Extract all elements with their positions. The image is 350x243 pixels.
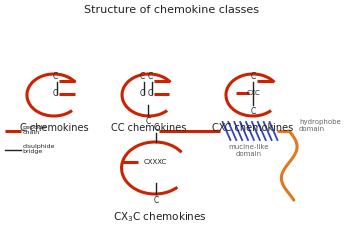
Text: C: C: [147, 72, 153, 81]
Text: C: C: [153, 196, 159, 205]
Text: C: C: [140, 89, 145, 98]
Text: CX$_3$C chemokines: CX$_3$C chemokines: [113, 210, 207, 224]
Text: C: C: [153, 123, 159, 132]
Text: C: C: [52, 89, 57, 98]
Text: disulphide
bridge: disulphide bridge: [22, 144, 55, 154]
Text: C: C: [145, 117, 150, 126]
Text: CXC chemokines: CXC chemokines: [212, 123, 294, 133]
Text: C: C: [250, 72, 256, 81]
Text: peptide
chain: peptide chain: [22, 125, 47, 135]
Text: hydrophobe
domain: hydrophobe domain: [299, 119, 341, 132]
Text: CC chemokines: CC chemokines: [111, 123, 187, 133]
Text: C: C: [140, 72, 145, 81]
Text: C: C: [52, 72, 57, 81]
Text: C chemokines: C chemokines: [20, 123, 88, 133]
Text: Structure of chemokine classes: Structure of chemokine classes: [84, 5, 259, 15]
Text: C: C: [250, 107, 256, 116]
Text: C: C: [147, 89, 153, 98]
Text: mucine-like
domain: mucine-like domain: [229, 144, 269, 157]
Text: CXC: CXC: [247, 90, 261, 96]
Text: CXXXC: CXXXC: [143, 159, 167, 165]
